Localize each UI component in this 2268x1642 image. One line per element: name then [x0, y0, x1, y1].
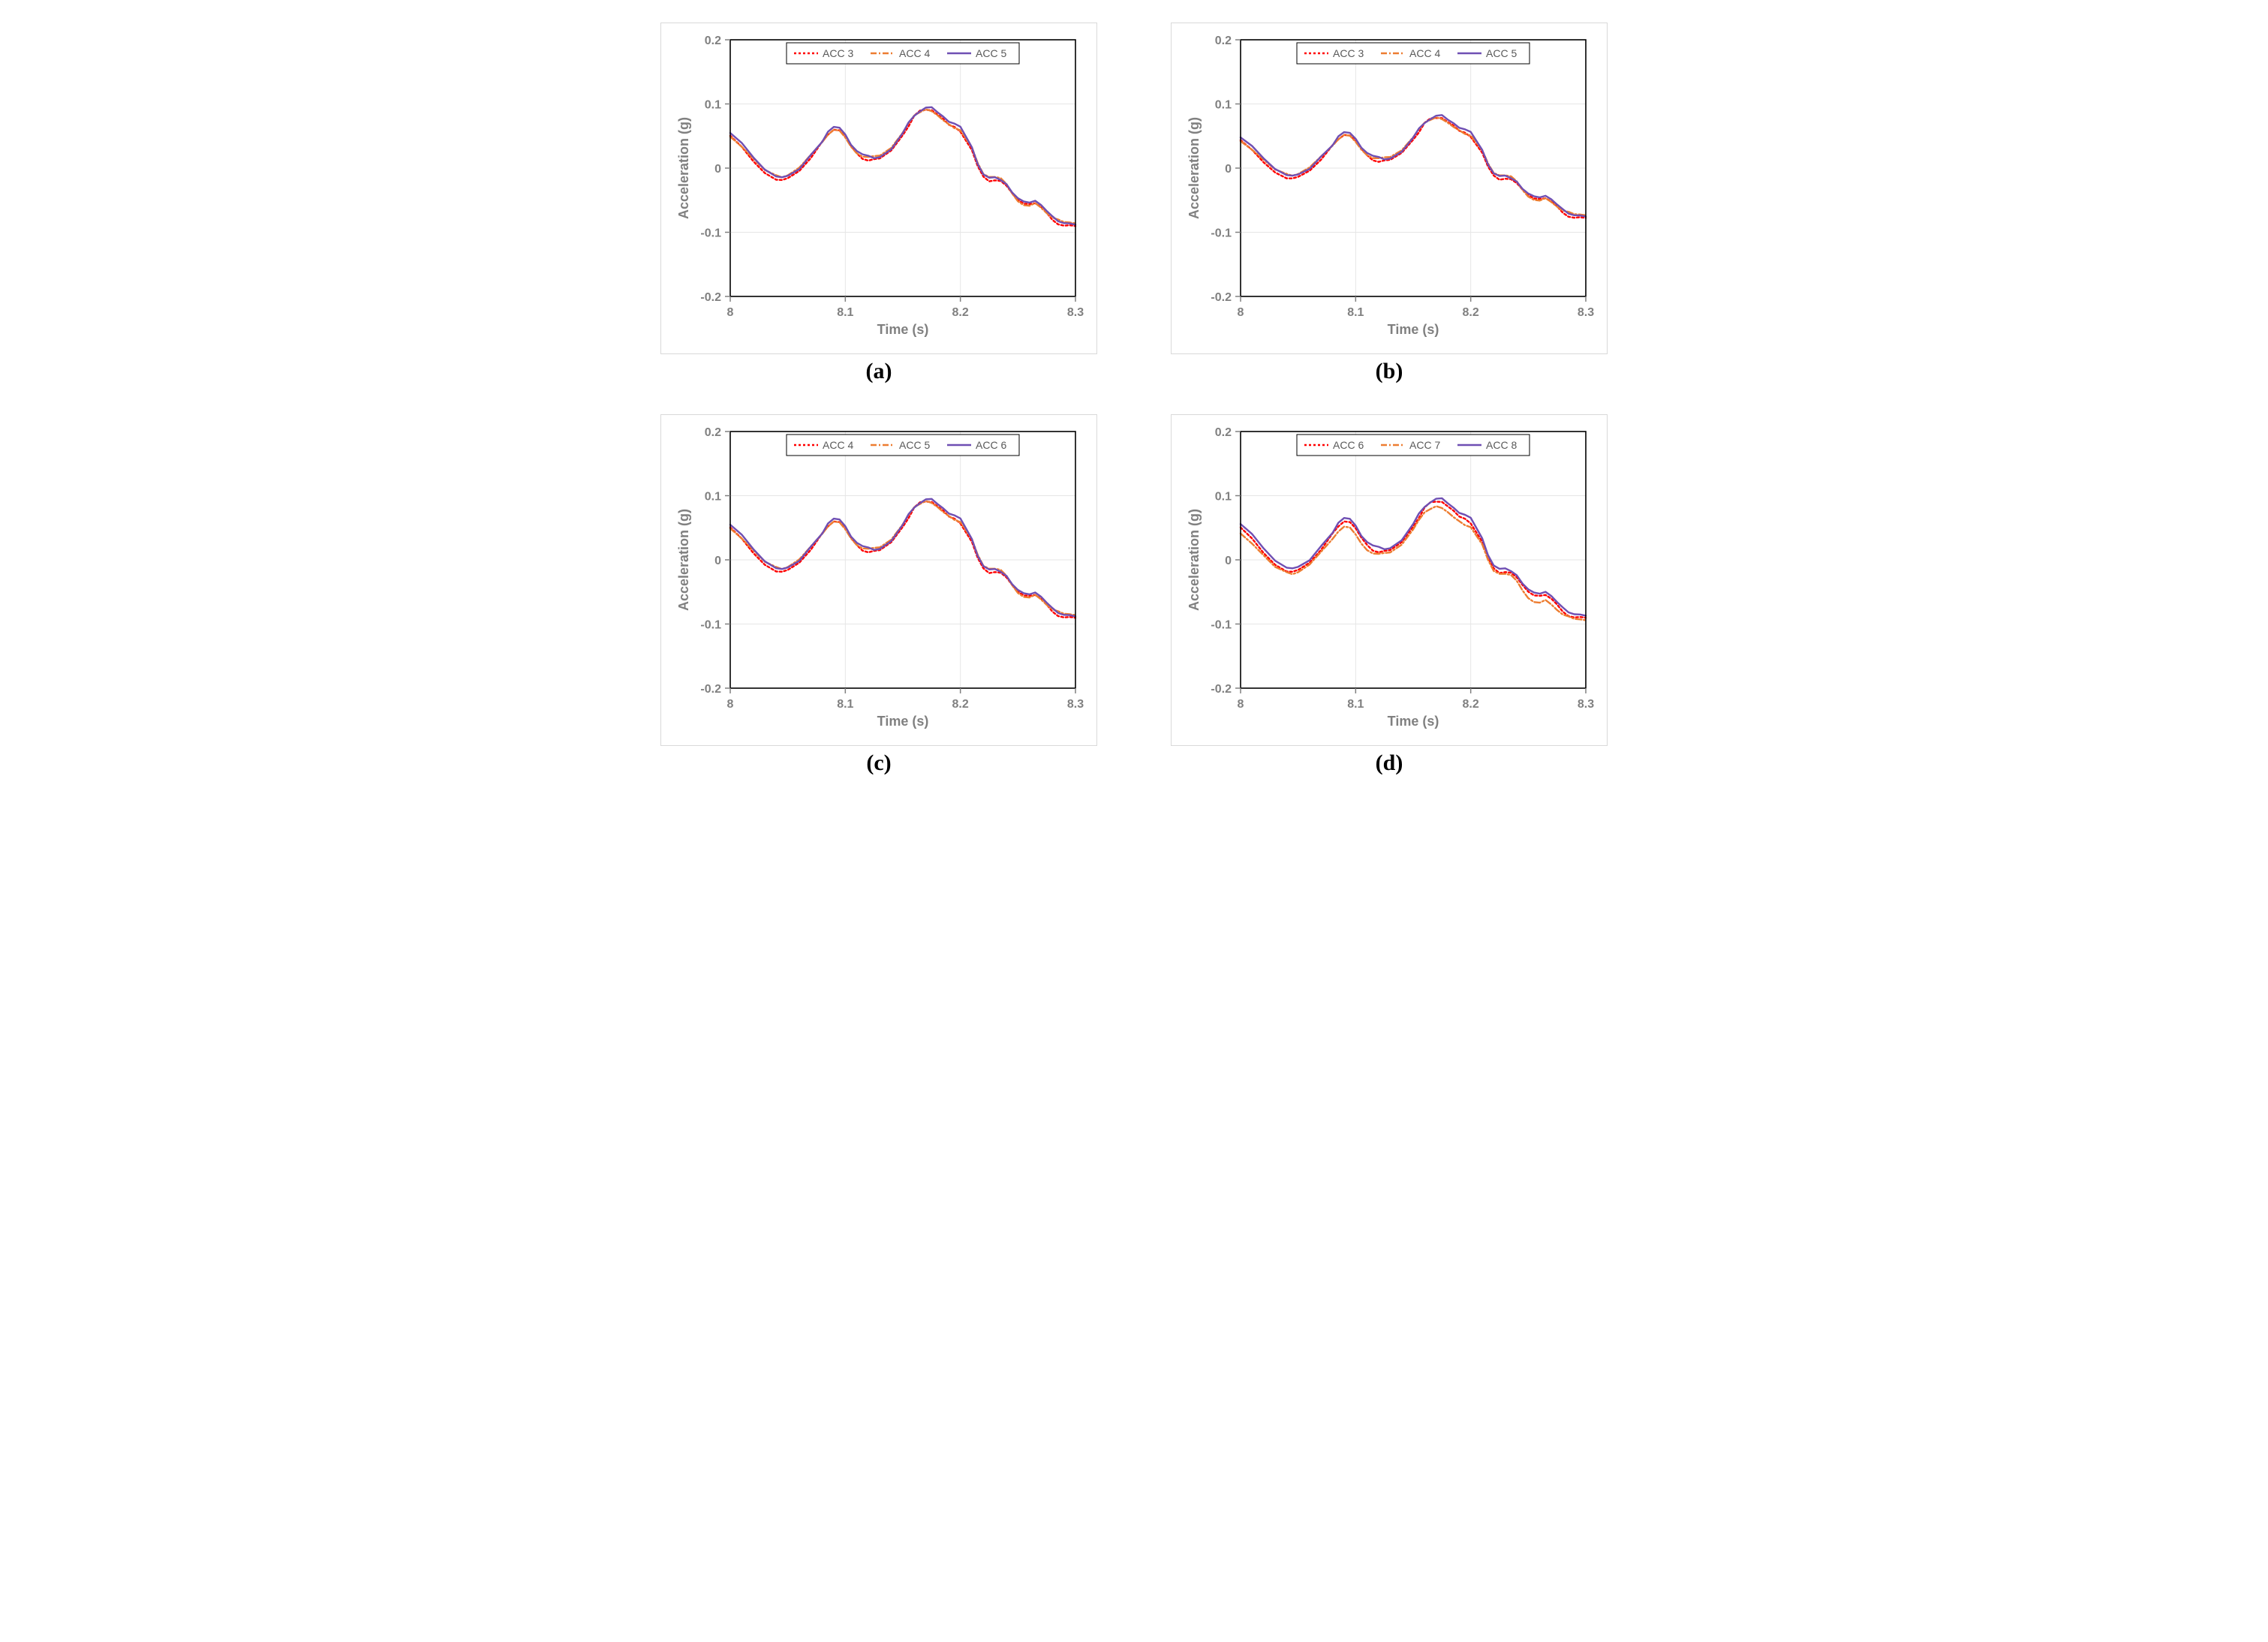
svg-text:8.1: 8.1: [1347, 306, 1364, 319]
svg-text:0.2: 0.2: [705, 426, 721, 439]
svg-text:0: 0: [1225, 163, 1232, 176]
svg-text:8.2: 8.2: [1463, 698, 1479, 711]
svg-text:8: 8: [727, 698, 734, 711]
svg-text:8.3: 8.3: [1067, 698, 1084, 711]
svg-text:Acceleration (g): Acceleration (g): [1187, 509, 1202, 611]
svg-text:-0.1: -0.1: [700, 227, 721, 240]
legend: ACC 6 ACC 7 ACC 8: [1297, 435, 1530, 456]
panel-a: 8 8.1 8.2 8.3 -0.2 -0.1 0 0.1 0.2 Time (s) Acceler…: [646, 23, 1111, 384]
svg-text:8.3: 8.3: [1067, 306, 1084, 319]
svg-text:8: 8: [1238, 306, 1244, 319]
chart-box-b: 8 8.1 8.2 8.3 -0.2 -0.1 0 0.1 0.2 Time (s) Acceler…: [1171, 23, 1608, 354]
svg-text:0.1: 0.1: [1215, 99, 1232, 112]
svg-text:-0.2: -0.2: [700, 291, 721, 304]
chart-svg-d: 8 8.1 8.2 8.3 -0.2 -0.1 0 0.1 0.2 Time (s) Acceler…: [1179, 423, 1599, 738]
svg-text:0: 0: [714, 163, 721, 176]
svg-text:Time (s): Time (s): [877, 714, 929, 729]
chart-svg-b: 8 8.1 8.2 8.3 -0.2 -0.1 0 0.1 0.2 Time (s) Acceler…: [1179, 31, 1599, 346]
svg-text:0.1: 0.1: [1215, 491, 1232, 504]
svg-text:8.3: 8.3: [1578, 306, 1594, 319]
svg-text:-0.2: -0.2: [700, 683, 721, 696]
svg-text:0: 0: [714, 555, 721, 567]
svg-text:ACC 3: ACC 3: [823, 47, 853, 59]
svg-text:ACC 6: ACC 6: [976, 439, 1006, 451]
svg-text:ACC 8: ACC 8: [1486, 439, 1517, 451]
svg-text:Time (s): Time (s): [877, 322, 929, 337]
svg-text:ACC 3: ACC 3: [1333, 47, 1364, 59]
svg-text:8: 8: [727, 306, 734, 319]
chart-svg-c: 8 8.1 8.2 8.3 -0.2 -0.1 0 0.1 0.2 Time (s) Acceler…: [669, 423, 1089, 738]
svg-text:0.1: 0.1: [705, 491, 721, 504]
panel-b: 8 8.1 8.2 8.3 -0.2 -0.1 0 0.1 0.2 Time (s) Acceler…: [1157, 23, 1622, 384]
chart-box-a: 8 8.1 8.2 8.3 -0.2 -0.1 0 0.1 0.2 Time (s) Acceler…: [660, 23, 1097, 354]
panel-c: 8 8.1 8.2 8.3 -0.2 -0.1 0 0.1 0.2 Time (s) Acceler…: [646, 414, 1111, 776]
panel-d: 8 8.1 8.2 8.3 -0.2 -0.1 0 0.1 0.2 Time (s) Acceler…: [1157, 414, 1622, 776]
svg-text:8.2: 8.2: [1463, 306, 1479, 319]
legend: ACC 3 ACC 4 ACC 5: [787, 43, 1019, 64]
svg-text:-0.1: -0.1: [700, 619, 721, 632]
svg-text:-0.1: -0.1: [1211, 619, 1232, 632]
svg-text:ACC 4: ACC 4: [823, 439, 853, 451]
svg-text:-0.1: -0.1: [1211, 227, 1232, 240]
svg-text:ACC 5: ACC 5: [1486, 47, 1517, 59]
sublabel-d: (d): [1376, 750, 1403, 776]
svg-text:8.1: 8.1: [837, 306, 853, 319]
chart-box-d: 8 8.1 8.2 8.3 -0.2 -0.1 0 0.1 0.2 Time (s) Acceler…: [1171, 414, 1608, 746]
legend: ACC 3 ACC 4 ACC 5: [1297, 43, 1530, 64]
svg-text:ACC 4: ACC 4: [899, 47, 930, 59]
chart-box-c: 8 8.1 8.2 8.3 -0.2 -0.1 0 0.1 0.2 Time (s) Acceler…: [660, 414, 1097, 746]
svg-text:8: 8: [1238, 698, 1244, 711]
svg-text:8.3: 8.3: [1578, 698, 1594, 711]
sublabel-c: (c): [866, 750, 891, 776]
chart-grid: 8 8.1 8.2 8.3 -0.2 -0.1 0 0.1 0.2 Time (s) Acceler…: [646, 23, 1622, 776]
svg-text:ACC 5: ACC 5: [976, 47, 1006, 59]
svg-text:Time (s): Time (s): [1388, 322, 1439, 337]
svg-text:Acceleration (g): Acceleration (g): [676, 509, 691, 611]
svg-text:8.2: 8.2: [952, 306, 969, 319]
svg-text:-0.2: -0.2: [1211, 291, 1232, 304]
svg-text:8.2: 8.2: [952, 698, 969, 711]
svg-text:0.2: 0.2: [1215, 426, 1232, 439]
svg-text:ACC 5: ACC 5: [899, 439, 930, 451]
svg-text:ACC 6: ACC 6: [1333, 439, 1364, 451]
svg-text:8.1: 8.1: [837, 698, 853, 711]
chart-svg-a: 8 8.1 8.2 8.3 -0.2 -0.1 0 0.1 0.2 Time (s) Acceler…: [669, 31, 1089, 346]
svg-text:8.1: 8.1: [1347, 698, 1364, 711]
legend: ACC 4 ACC 5 ACC 6: [787, 435, 1019, 456]
svg-text:ACC 7: ACC 7: [1409, 439, 1440, 451]
svg-text:Acceleration (g): Acceleration (g): [1187, 117, 1202, 219]
svg-text:ACC 4: ACC 4: [1409, 47, 1440, 59]
svg-text:Time (s): Time (s): [1388, 714, 1439, 729]
svg-text:0: 0: [1225, 555, 1232, 567]
svg-text:0.2: 0.2: [705, 35, 721, 47]
svg-text:0.1: 0.1: [705, 99, 721, 112]
svg-text:0.2: 0.2: [1215, 35, 1232, 47]
svg-text:Acceleration (g): Acceleration (g): [676, 117, 691, 219]
sublabel-b: (b): [1376, 359, 1403, 384]
sublabel-a: (a): [866, 359, 892, 384]
svg-text:-0.2: -0.2: [1211, 683, 1232, 696]
